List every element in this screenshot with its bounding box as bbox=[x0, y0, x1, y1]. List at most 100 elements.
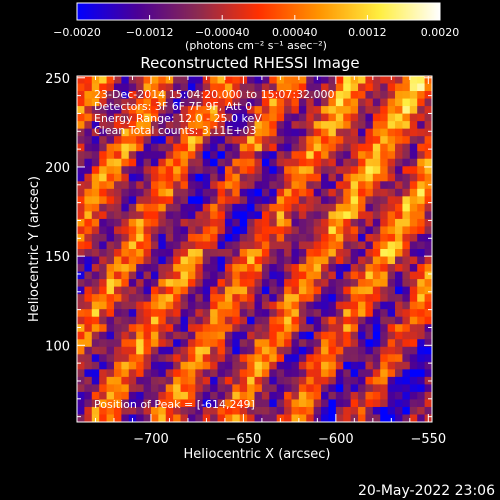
heatmap-cell bbox=[409, 233, 418, 243]
heatmap-cell bbox=[128, 369, 137, 378]
heatmap-cell bbox=[143, 196, 152, 205]
heatmap-cell bbox=[284, 406, 293, 416]
heatmap-cell bbox=[409, 128, 418, 137]
heatmap-cell bbox=[417, 271, 426, 280]
heatmap-cell bbox=[113, 286, 122, 295]
heatmap-cell bbox=[424, 361, 432, 370]
heatmap-cell bbox=[306, 188, 315, 197]
heatmap-cell bbox=[358, 414, 367, 422]
heatmap-cell bbox=[121, 83, 130, 92]
heatmap-cell bbox=[217, 339, 226, 348]
heatmap-cell bbox=[158, 113, 167, 122]
heatmap-cell bbox=[106, 128, 115, 137]
heatmap-cell bbox=[232, 256, 241, 265]
heatmap-cell bbox=[217, 211, 226, 220]
heatmap-cell bbox=[424, 316, 432, 325]
heatmap-cell bbox=[180, 279, 189, 288]
heatmap-cell bbox=[417, 384, 426, 393]
heatmap-cell bbox=[224, 256, 233, 265]
heatmap-cell bbox=[402, 113, 411, 122]
heatmap-cell bbox=[217, 106, 226, 115]
heatmap-cell bbox=[187, 128, 196, 137]
heatmap-cell bbox=[387, 279, 396, 288]
heatmap-cell bbox=[210, 324, 219, 333]
heatmap-cell bbox=[128, 106, 137, 115]
heatmap-cell bbox=[328, 128, 337, 137]
heatmap-cell bbox=[276, 196, 285, 205]
heatmap-cell bbox=[217, 158, 226, 167]
heatmap-cell bbox=[91, 143, 100, 152]
heatmap-cell bbox=[387, 399, 396, 408]
heatmap-cell bbox=[269, 121, 278, 130]
heatmap-cell bbox=[158, 339, 167, 348]
heatmap-cell bbox=[165, 361, 174, 370]
heatmap-cell bbox=[165, 98, 174, 107]
heatmap-cell bbox=[313, 106, 322, 115]
heatmap-cell bbox=[395, 309, 404, 318]
heatmap-cell bbox=[121, 76, 130, 85]
heatmap-cell bbox=[165, 294, 174, 303]
heatmap-cell bbox=[417, 203, 426, 212]
heatmap-cell bbox=[84, 264, 93, 273]
heatmap-cell bbox=[99, 173, 108, 182]
heatmap-cell bbox=[387, 76, 396, 85]
heatmap-cell bbox=[417, 91, 426, 100]
heatmap-cell bbox=[77, 301, 85, 310]
heatmap-cell bbox=[276, 106, 285, 115]
heatmap-cell bbox=[121, 136, 130, 145]
heatmap-cell bbox=[402, 286, 411, 295]
heatmap-cell bbox=[313, 331, 322, 340]
heatmap-cell bbox=[210, 113, 219, 122]
heatmap-cell bbox=[239, 136, 248, 145]
heatmap-cell bbox=[395, 324, 404, 333]
heatmap-cell bbox=[106, 376, 115, 385]
heatmap-cell bbox=[350, 294, 359, 303]
heatmap-cell bbox=[298, 188, 307, 197]
heatmap-cell bbox=[269, 369, 278, 378]
heatmap-cell bbox=[210, 376, 219, 385]
heatmap-cell bbox=[106, 316, 115, 325]
heatmap-cell bbox=[276, 309, 285, 318]
heatmap-cell bbox=[210, 309, 219, 318]
heatmap-cell bbox=[269, 226, 278, 235]
heatmap-cell bbox=[254, 158, 263, 167]
heatmap-cell bbox=[372, 256, 381, 265]
heatmap-cell bbox=[284, 106, 293, 115]
heatmap-cell bbox=[306, 256, 315, 265]
heatmap-cell bbox=[195, 76, 204, 85]
heatmap-cell bbox=[99, 83, 108, 92]
heatmap-cell bbox=[284, 399, 293, 408]
heatmap-cell bbox=[180, 83, 189, 92]
heatmap-cell bbox=[136, 188, 145, 197]
heatmap-cell bbox=[158, 218, 167, 228]
heatmap-cell bbox=[84, 391, 93, 401]
heatmap-cell bbox=[387, 316, 396, 325]
heatmap-cell bbox=[328, 406, 337, 416]
heatmap-cell bbox=[395, 331, 404, 340]
heatmap-cell bbox=[291, 331, 300, 340]
heatmap-cell bbox=[321, 211, 330, 220]
heatmap-cell bbox=[224, 188, 233, 197]
heatmap-cell bbox=[77, 158, 85, 167]
heatmap-cell bbox=[232, 399, 241, 408]
heatmap-cell bbox=[232, 211, 241, 220]
heatmap-cell bbox=[224, 271, 233, 280]
heatmap-cell bbox=[424, 309, 432, 318]
heatmap-cell bbox=[402, 354, 411, 363]
heatmap-cell bbox=[210, 406, 219, 416]
heatmap-cell bbox=[350, 361, 359, 370]
heatmap-cell bbox=[395, 151, 404, 160]
heatmap-cell bbox=[232, 376, 241, 385]
heatmap-cell bbox=[387, 271, 396, 280]
heatmap-cell bbox=[343, 309, 352, 318]
heatmap-cell bbox=[210, 331, 219, 340]
heatmap-cell bbox=[358, 106, 367, 115]
heatmap-cell bbox=[387, 83, 396, 92]
heatmap-cell bbox=[91, 173, 100, 182]
heatmap-cell bbox=[84, 136, 93, 145]
heatmap-cell bbox=[143, 166, 152, 175]
heatmap-cell bbox=[254, 91, 263, 100]
heatmap-cell bbox=[335, 354, 344, 363]
heatmap-cell bbox=[247, 76, 256, 85]
heatmap-cell bbox=[358, 136, 367, 145]
